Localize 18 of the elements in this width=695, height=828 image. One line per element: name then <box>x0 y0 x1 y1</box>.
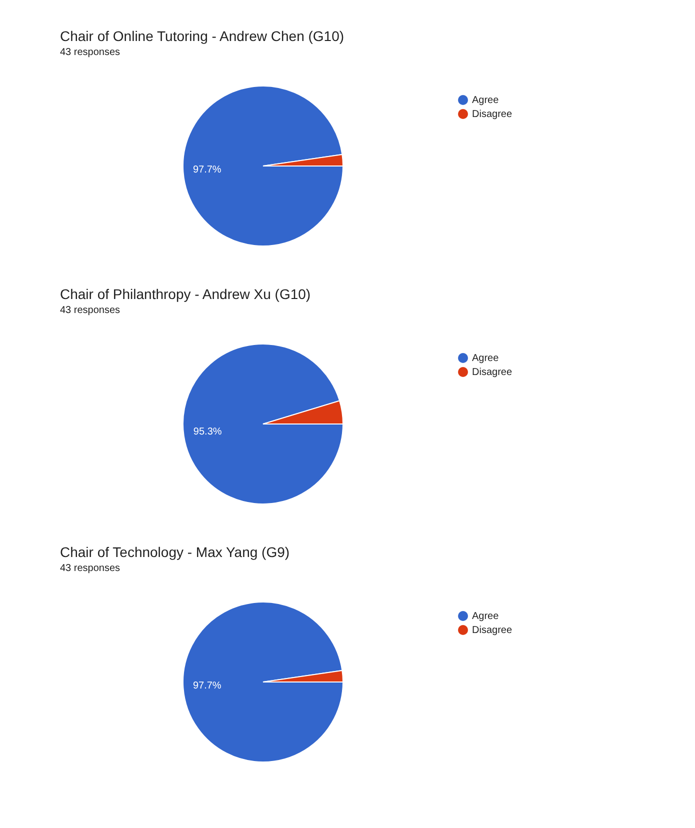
data-label: 95.3% <box>193 426 222 438</box>
legend-label: Agree <box>472 353 499 364</box>
pie-slice <box>182 602 344 762</box>
legend-label: Agree <box>472 95 499 106</box>
legend-label: Agree <box>472 611 499 622</box>
text: 43 responses <box>60 563 120 574</box>
data-label: 97.7% <box>192 164 222 176</box>
pie-slice <box>182 86 344 246</box>
chart-title: Chair of Philanthropy - Andrew Xu (G10) <box>60 286 311 302</box>
pie-slice <box>182 344 344 504</box>
chart-title: Chair of Online Tutoring - Andrew Chen (G10) <box>60 28 344 44</box>
legend-label: Disagree <box>472 109 512 120</box>
text: 43 responses <box>60 47 120 58</box>
chart-title: Chair of Technology - Max Yang (G9) <box>60 544 290 560</box>
legend-label: Disagree <box>472 625 512 636</box>
text: 43 responses <box>60 305 120 316</box>
data-label: 97.7% <box>192 680 222 692</box>
legend-label: Disagree <box>472 367 512 378</box>
